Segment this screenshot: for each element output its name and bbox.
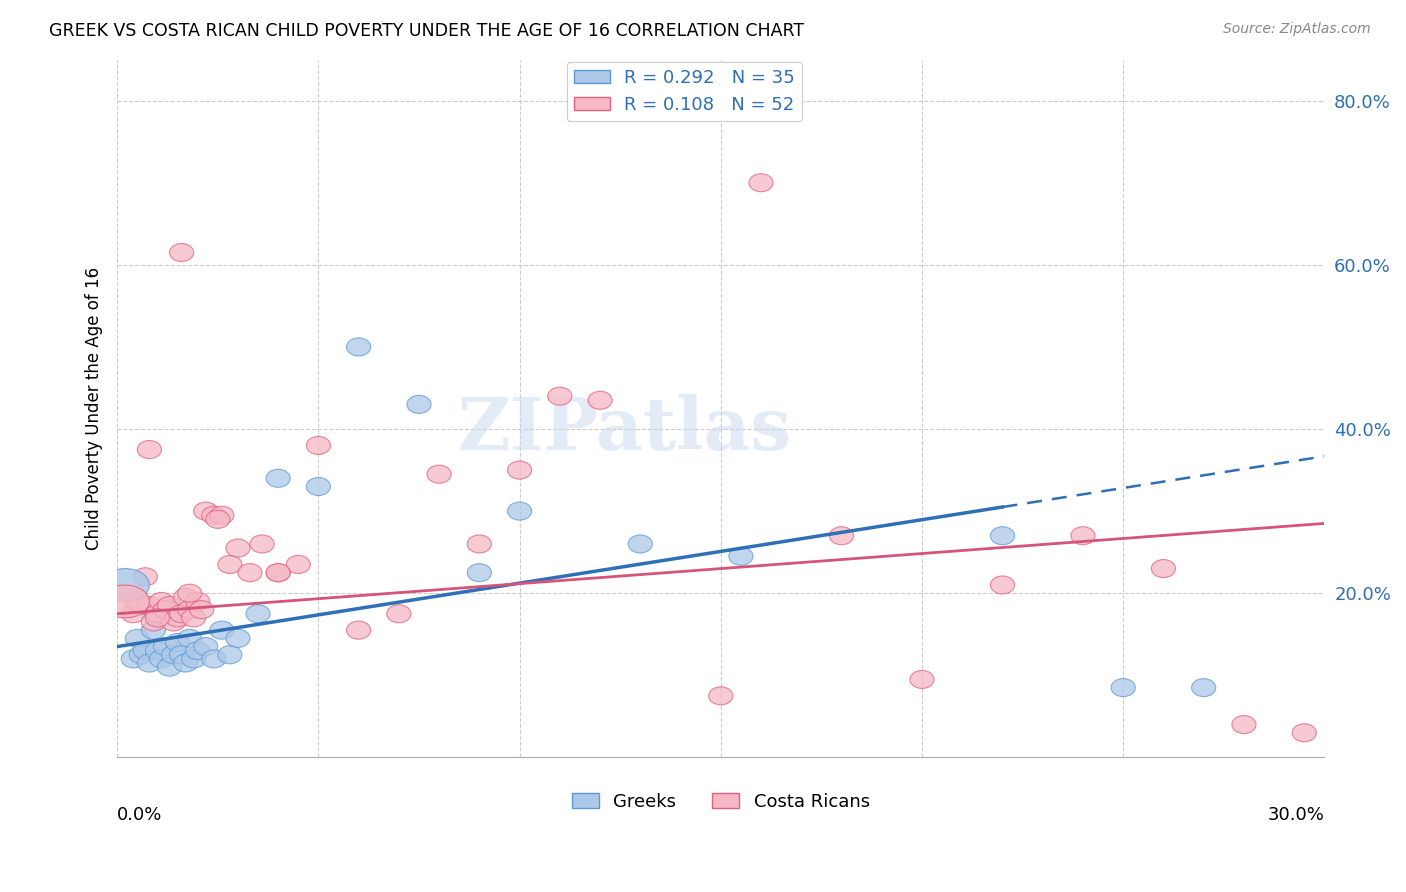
Text: GREEK VS COSTA RICAN CHILD POVERTY UNDER THE AGE OF 16 CORRELATION CHART: GREEK VS COSTA RICAN CHILD POVERTY UNDER… — [49, 22, 804, 40]
Ellipse shape — [125, 592, 149, 610]
Ellipse shape — [990, 576, 1015, 594]
Ellipse shape — [166, 609, 190, 627]
Ellipse shape — [177, 630, 201, 648]
Ellipse shape — [129, 597, 153, 615]
Ellipse shape — [138, 441, 162, 458]
Ellipse shape — [177, 600, 201, 619]
Ellipse shape — [218, 646, 242, 664]
Ellipse shape — [134, 568, 157, 586]
Ellipse shape — [162, 613, 186, 631]
Ellipse shape — [246, 605, 270, 623]
Ellipse shape — [170, 244, 194, 261]
Text: Source: ZipAtlas.com: Source: ZipAtlas.com — [1223, 22, 1371, 37]
Legend: Greeks, Costa Ricans: Greeks, Costa Ricans — [564, 786, 877, 818]
Ellipse shape — [194, 638, 218, 656]
Ellipse shape — [134, 641, 157, 660]
Ellipse shape — [588, 392, 612, 409]
Ellipse shape — [145, 609, 170, 627]
Ellipse shape — [266, 564, 290, 582]
Ellipse shape — [749, 174, 773, 192]
Ellipse shape — [186, 592, 209, 610]
Ellipse shape — [121, 605, 145, 623]
Text: 0.0%: 0.0% — [117, 806, 163, 824]
Ellipse shape — [1232, 715, 1256, 733]
Ellipse shape — [226, 630, 250, 648]
Ellipse shape — [177, 584, 201, 602]
Ellipse shape — [266, 469, 290, 487]
Ellipse shape — [181, 650, 205, 668]
Ellipse shape — [170, 605, 194, 623]
Ellipse shape — [149, 650, 173, 668]
Ellipse shape — [709, 687, 733, 705]
Ellipse shape — [125, 630, 149, 648]
Ellipse shape — [346, 338, 371, 356]
Ellipse shape — [121, 650, 145, 668]
Ellipse shape — [101, 568, 149, 601]
Y-axis label: Child Poverty Under the Age of 16: Child Poverty Under the Age of 16 — [86, 267, 103, 550]
Ellipse shape — [190, 600, 214, 619]
Ellipse shape — [162, 646, 186, 664]
Ellipse shape — [157, 658, 181, 676]
Ellipse shape — [1111, 679, 1135, 697]
Ellipse shape — [142, 613, 166, 631]
Ellipse shape — [173, 654, 198, 672]
Text: 30.0%: 30.0% — [1268, 806, 1324, 824]
Ellipse shape — [201, 506, 226, 524]
Ellipse shape — [186, 641, 209, 660]
Ellipse shape — [209, 506, 233, 524]
Ellipse shape — [266, 564, 290, 582]
Ellipse shape — [145, 641, 170, 660]
Ellipse shape — [138, 654, 162, 672]
Ellipse shape — [307, 477, 330, 496]
Ellipse shape — [153, 600, 177, 619]
Ellipse shape — [990, 526, 1015, 545]
Ellipse shape — [138, 597, 162, 615]
Ellipse shape — [1292, 723, 1316, 742]
Ellipse shape — [307, 436, 330, 454]
Ellipse shape — [467, 564, 492, 582]
Ellipse shape — [910, 671, 934, 689]
Ellipse shape — [226, 539, 250, 558]
Ellipse shape — [149, 592, 173, 610]
Ellipse shape — [170, 646, 194, 664]
Ellipse shape — [181, 609, 205, 627]
Ellipse shape — [250, 535, 274, 553]
Ellipse shape — [1071, 526, 1095, 545]
Ellipse shape — [238, 564, 262, 582]
Ellipse shape — [346, 621, 371, 640]
Ellipse shape — [387, 605, 411, 623]
Ellipse shape — [508, 461, 531, 479]
Ellipse shape — [287, 556, 311, 574]
Ellipse shape — [142, 621, 166, 640]
Ellipse shape — [830, 526, 853, 545]
Ellipse shape — [145, 605, 170, 623]
Ellipse shape — [467, 535, 492, 553]
Text: ZIPatlas: ZIPatlas — [457, 394, 792, 465]
Ellipse shape — [1192, 679, 1216, 697]
Ellipse shape — [101, 585, 149, 618]
Ellipse shape — [406, 395, 432, 413]
Ellipse shape — [548, 387, 572, 405]
Ellipse shape — [173, 589, 198, 607]
Ellipse shape — [628, 535, 652, 553]
Ellipse shape — [205, 510, 229, 528]
Ellipse shape — [157, 597, 181, 615]
Ellipse shape — [201, 650, 226, 668]
Ellipse shape — [166, 633, 190, 651]
Ellipse shape — [153, 638, 177, 656]
Ellipse shape — [1152, 559, 1175, 578]
Ellipse shape — [194, 502, 218, 520]
Ellipse shape — [508, 502, 531, 520]
Ellipse shape — [728, 547, 754, 566]
Ellipse shape — [209, 621, 233, 640]
Ellipse shape — [218, 556, 242, 574]
Ellipse shape — [427, 465, 451, 483]
Ellipse shape — [129, 646, 153, 664]
